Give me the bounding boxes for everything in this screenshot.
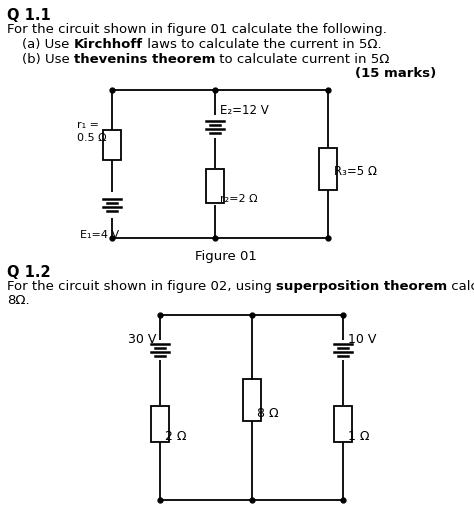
Text: E₂=12 V: E₂=12 V bbox=[220, 104, 269, 117]
Text: (15 marks): (15 marks) bbox=[355, 67, 436, 80]
FancyBboxPatch shape bbox=[319, 148, 337, 190]
Text: 8 Ω: 8 Ω bbox=[257, 407, 279, 420]
Text: 1 Ω: 1 Ω bbox=[348, 430, 370, 443]
Text: r₂=2 Ω: r₂=2 Ω bbox=[220, 194, 258, 204]
Text: r₁ =: r₁ = bbox=[77, 120, 99, 130]
FancyBboxPatch shape bbox=[243, 379, 261, 421]
Text: E₁=4 V: E₁=4 V bbox=[80, 230, 119, 240]
Text: Q 1.1: Q 1.1 bbox=[7, 8, 51, 23]
Text: For the circuit shown in figure 02, using: For the circuit shown in figure 02, usin… bbox=[7, 280, 276, 293]
Text: (a) Use: (a) Use bbox=[22, 38, 73, 51]
Text: to calculate current in 5Ω: to calculate current in 5Ω bbox=[215, 53, 390, 66]
Text: R₃=5 Ω: R₃=5 Ω bbox=[334, 165, 377, 178]
Text: 30 V: 30 V bbox=[128, 333, 156, 346]
FancyBboxPatch shape bbox=[206, 169, 224, 203]
Text: laws to calculate the current in 5Ω.: laws to calculate the current in 5Ω. bbox=[143, 38, 382, 51]
Text: Q 1.2: Q 1.2 bbox=[7, 265, 51, 280]
FancyBboxPatch shape bbox=[151, 406, 169, 442]
Text: Figure 01: Figure 01 bbox=[195, 250, 257, 263]
FancyBboxPatch shape bbox=[334, 406, 352, 442]
Text: 0.5 Ω: 0.5 Ω bbox=[77, 133, 107, 143]
Text: calculate the current flow in: calculate the current flow in bbox=[447, 280, 474, 293]
Text: thevenins theorem: thevenins theorem bbox=[74, 53, 215, 66]
FancyBboxPatch shape bbox=[103, 130, 121, 160]
Text: (b) Use: (b) Use bbox=[22, 53, 74, 66]
Text: superposition theorem: superposition theorem bbox=[276, 280, 447, 293]
Text: For the circuit shown in figure 01 calculate the following.: For the circuit shown in figure 01 calcu… bbox=[7, 23, 387, 36]
Text: Kirchhoff: Kirchhoff bbox=[73, 38, 143, 51]
Text: 10 V: 10 V bbox=[348, 333, 376, 346]
Text: 8Ω.: 8Ω. bbox=[7, 294, 29, 307]
Text: 2 Ω: 2 Ω bbox=[165, 430, 186, 443]
